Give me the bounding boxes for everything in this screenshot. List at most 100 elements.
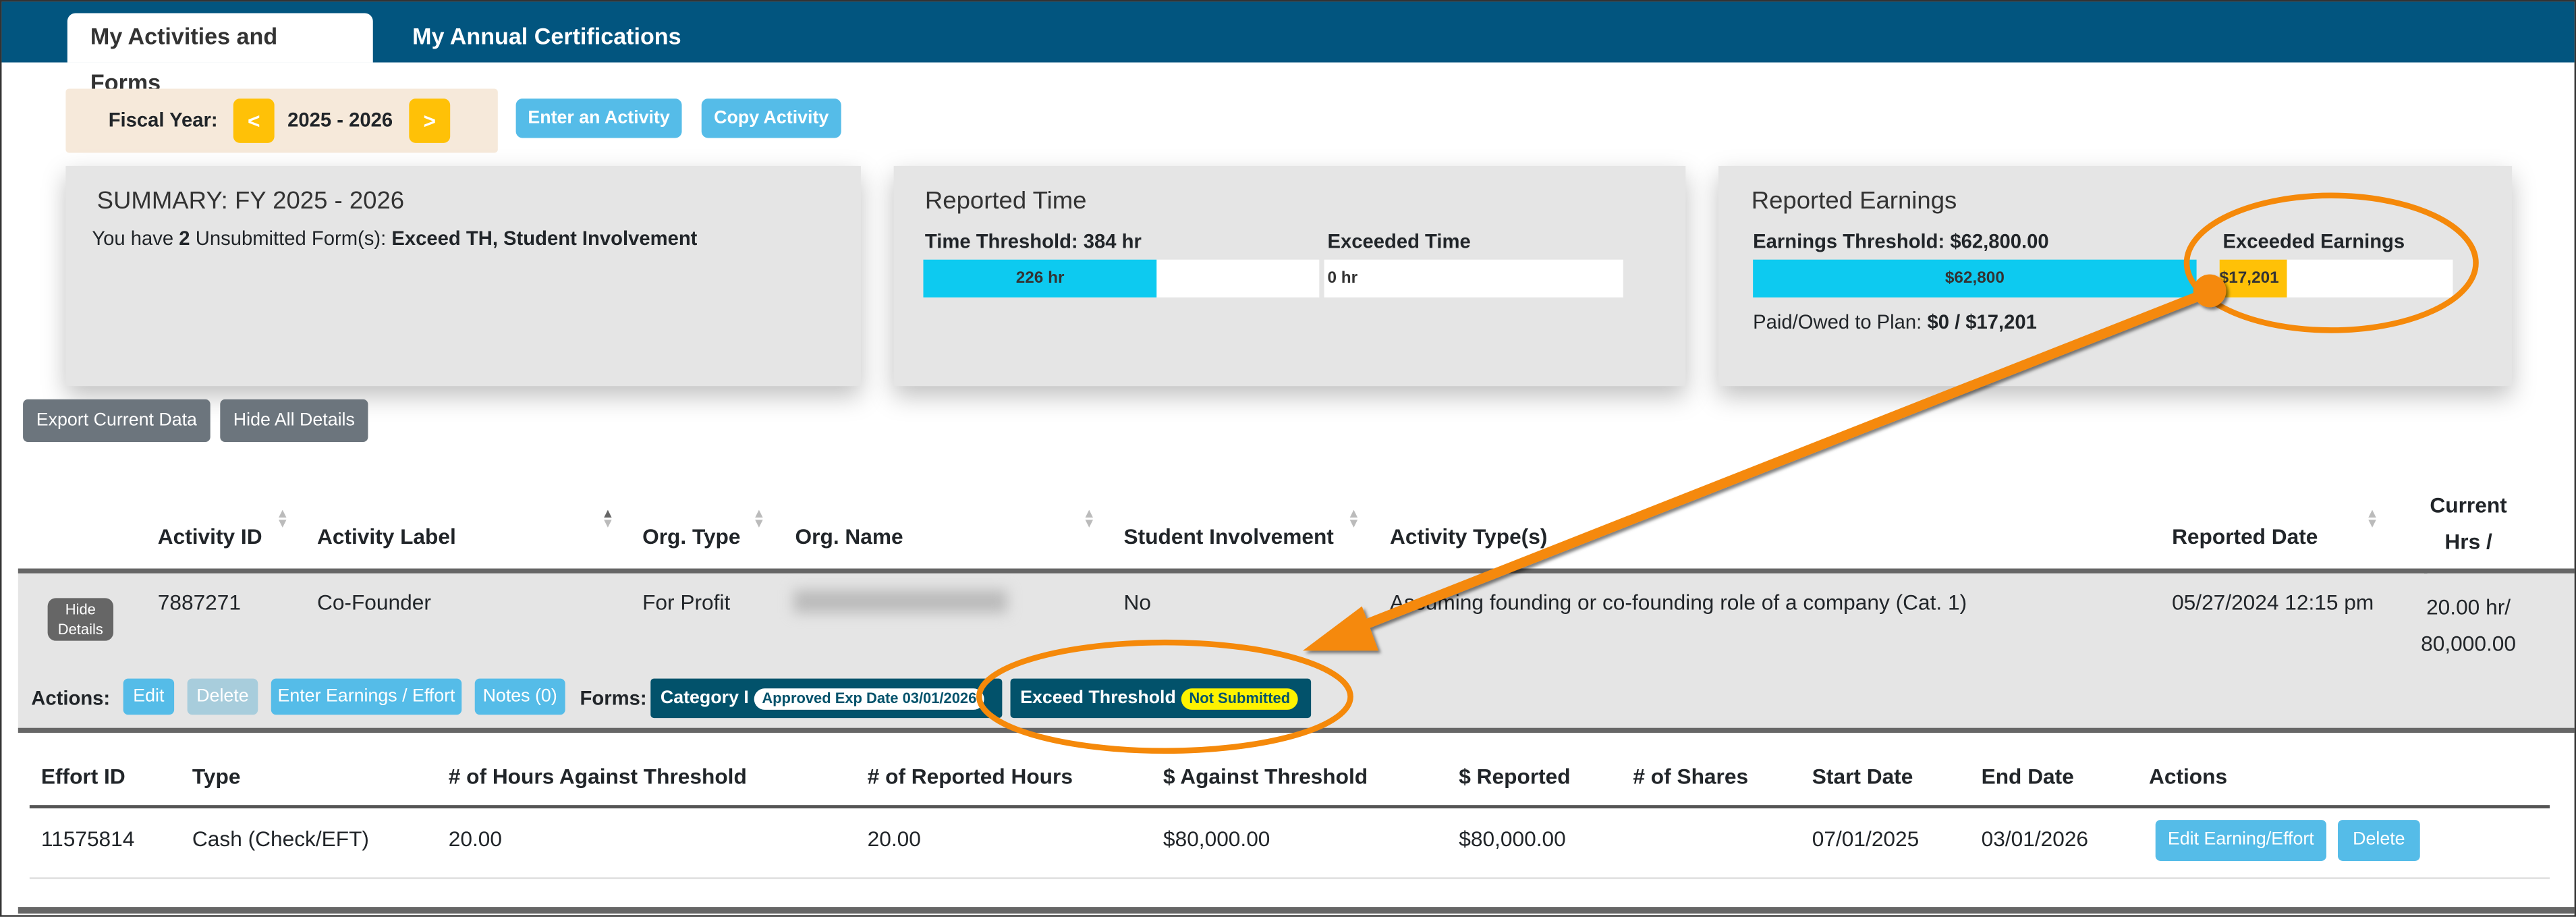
prev-year-button[interactable]: < (233, 99, 275, 143)
tab-annual-certifications[interactable]: My Annual Certifications (412, 23, 681, 50)
dollars-against: $80,000.00 (1163, 826, 1270, 852)
end-date: 03/01/2026 (1981, 826, 2089, 852)
col-activity-label[interactable]: Activity Label (316, 524, 456, 549)
current-hrs-earnings: 20.00 hr/ 80,000.00 (2401, 590, 2537, 662)
enter-activity-button[interactable]: Enter an Activity (515, 99, 682, 138)
dollars-reported: $80,000.00 (1459, 826, 1566, 852)
col-org-type[interactable]: Org. Type (642, 524, 741, 549)
reported-time-title: Reported Time (924, 187, 1087, 215)
hours-against: 20.00 (448, 826, 503, 852)
unsubmitted-forms-text: You have 2 Unsubmitted Form(s): Exceed T… (92, 227, 697, 250)
activity-id: 7887271 (157, 590, 242, 615)
col-end-date: End Date (1981, 764, 2074, 789)
form-category-i[interactable]: Category I Approved Exp Date 03/01/2026 (650, 678, 1003, 719)
annotation-arrow (1302, 274, 2227, 651)
exceeded-earnings-label: Exceeded Earnings (2222, 229, 2405, 253)
earnings-threshold-bar: $62,800 (1753, 259, 2197, 298)
summary-middle: Unsubmitted Form(s): (195, 227, 387, 250)
divider (18, 568, 2575, 574)
activity-type: Assuming founding or co-founding role of… (1390, 590, 1967, 615)
col-org-name[interactable]: Org. Name (795, 524, 903, 549)
col-effort-id: Effort ID (40, 764, 125, 789)
sort-icon[interactable]: ▲ ▼ (2365, 505, 2379, 531)
col-reported-hours: # of Reported Hours (867, 764, 1073, 789)
hide-all-details-button[interactable]: Hide All Details (220, 399, 368, 443)
org-type: For Profit (642, 590, 731, 615)
tab-my-activities[interactable]: My Activities and Forms (67, 13, 373, 95)
delete-button-disabled[interactable]: Delete (187, 678, 258, 715)
form-status-badge: Approved Exp Date 03/01/2026 (754, 688, 985, 709)
col-actions: Actions (2148, 764, 2228, 789)
reported-date: 05/27/2024 12:15 pm (2172, 590, 2374, 615)
delete-effort-button[interactable]: Delete (2338, 820, 2420, 861)
col-type: Type (192, 764, 241, 789)
reported-earnings-card: Reported Earnings Earnings Threshold: $6… (1718, 165, 2513, 387)
col-dollars-against: $ Against Threshold (1163, 764, 1368, 789)
paid-owed-value: $0 / $17,201 (1927, 310, 2037, 334)
current-hrs: 20.00 hr/ (2426, 594, 2511, 619)
paid-owed-text: Paid/Owed to Plan: $0 / $17,201 (1753, 310, 2037, 333)
col-dollars-reported: $ Reported (1459, 764, 1571, 789)
enter-earnings-effort-button[interactable]: Enter Earnings / Effort (271, 678, 462, 715)
earnings-threshold-label: Earnings Threshold: $62,800.00 (1753, 229, 2049, 253)
effort-row: 11575814 Cash (Check/EFT) 20.00 20.00 $8… (29, 808, 2550, 879)
earnings-threshold-fill: $62,800 (1753, 259, 2197, 298)
effort-id: 11575814 (40, 826, 135, 852)
col-reported-date[interactable]: Reported Date (2172, 524, 2318, 549)
divider (18, 907, 2575, 914)
form-name: Exceed Threshold (1020, 688, 1176, 708)
export-data-button[interactable]: Export Current Data (23, 399, 211, 443)
org-name-redacted (793, 590, 1007, 613)
col-activity-id[interactable]: Activity ID (157, 524, 262, 549)
activity-row: Hide Details 7887271 Co-Founder For Prof… (18, 573, 2575, 728)
forms-label: Forms: (580, 686, 647, 710)
fiscal-year-selector: Fiscal Year: < 2025 - 2026 > (65, 88, 498, 153)
sort-asc-icon[interactable]: ▲ ▼ (601, 505, 615, 531)
activity-label: Co-Founder (316, 590, 431, 615)
sort-icon[interactable]: ▲ ▼ (1347, 505, 1360, 531)
sort-icon[interactable]: ▲ ▼ (276, 505, 289, 531)
exceeded-time-label: Exceeded Time (1327, 229, 1471, 253)
divider (18, 727, 2575, 733)
col-activity-types[interactable]: Activity Type(s) (1390, 524, 1548, 549)
highlight-circle-exceeded-earnings (2183, 192, 2479, 333)
next-year-button[interactable]: > (409, 99, 451, 143)
current-earnings: 80,000.00 (2421, 631, 2517, 656)
notes-button[interactable]: Notes (0) (474, 678, 565, 715)
arrow-tail-dot (2193, 274, 2227, 308)
col-student-involvement[interactable]: Student Involvement (1123, 524, 1334, 549)
exceeded-earnings-bar: $17,201 (2219, 259, 2453, 298)
col-start-date: Start Date (1812, 764, 1913, 789)
summary-prefix: You have (92, 227, 174, 250)
divider (29, 805, 2550, 809)
fiscal-year-value: 2025 - 2026 (287, 108, 393, 132)
hide-details-button[interactable]: Hide Details (47, 598, 114, 641)
copy-activity-button[interactable]: Copy Activity (701, 99, 841, 138)
col-hours-against: # of Hours Against Threshold (448, 764, 747, 789)
reported-earnings-title: Reported Earnings (1751, 187, 1957, 215)
reported-hours: 20.00 (867, 826, 921, 852)
sort-icon[interactable]: ▲ ▼ (1082, 505, 1096, 531)
reported-time-card: Reported Time Time Threshold: 384 hr 226… (893, 165, 1686, 387)
edit-earning-effort-button[interactable]: Edit Earning/Effort (2155, 820, 2326, 861)
top-nav (1, 1, 2575, 63)
form-status-badge: Not Submitted (1181, 688, 1299, 709)
start-date: 07/01/2025 (1812, 826, 1920, 852)
time-threshold-label: Time Threshold: 384 hr (924, 229, 1142, 253)
edit-button[interactable]: Edit (123, 678, 175, 715)
time-threshold-bar: 226 hr (923, 259, 1320, 298)
student-involvement: No (1123, 590, 1152, 615)
highlight-circle-exceed-threshold (976, 639, 1353, 754)
arrow-shaft (1339, 287, 2210, 639)
summary-title: SUMMARY: FY 2025 - 2026 (96, 187, 405, 215)
form-exceed-threshold[interactable]: Exceed Threshold Not Submitted (1010, 678, 1312, 719)
arrow-head (1302, 606, 1378, 651)
sort-icon[interactable]: ▲ ▼ (752, 505, 766, 531)
fiscal-year-label: Fiscal Year: (108, 108, 218, 132)
paid-owed-label: Paid/Owed to Plan: (1753, 310, 1922, 334)
col-current: Current (2430, 493, 2507, 518)
unsubmitted-count: 2 (179, 227, 190, 250)
exceeded-time-bar: 0 hr (1324, 259, 1623, 298)
effort-type: Cash (Check/EFT) (192, 826, 369, 852)
